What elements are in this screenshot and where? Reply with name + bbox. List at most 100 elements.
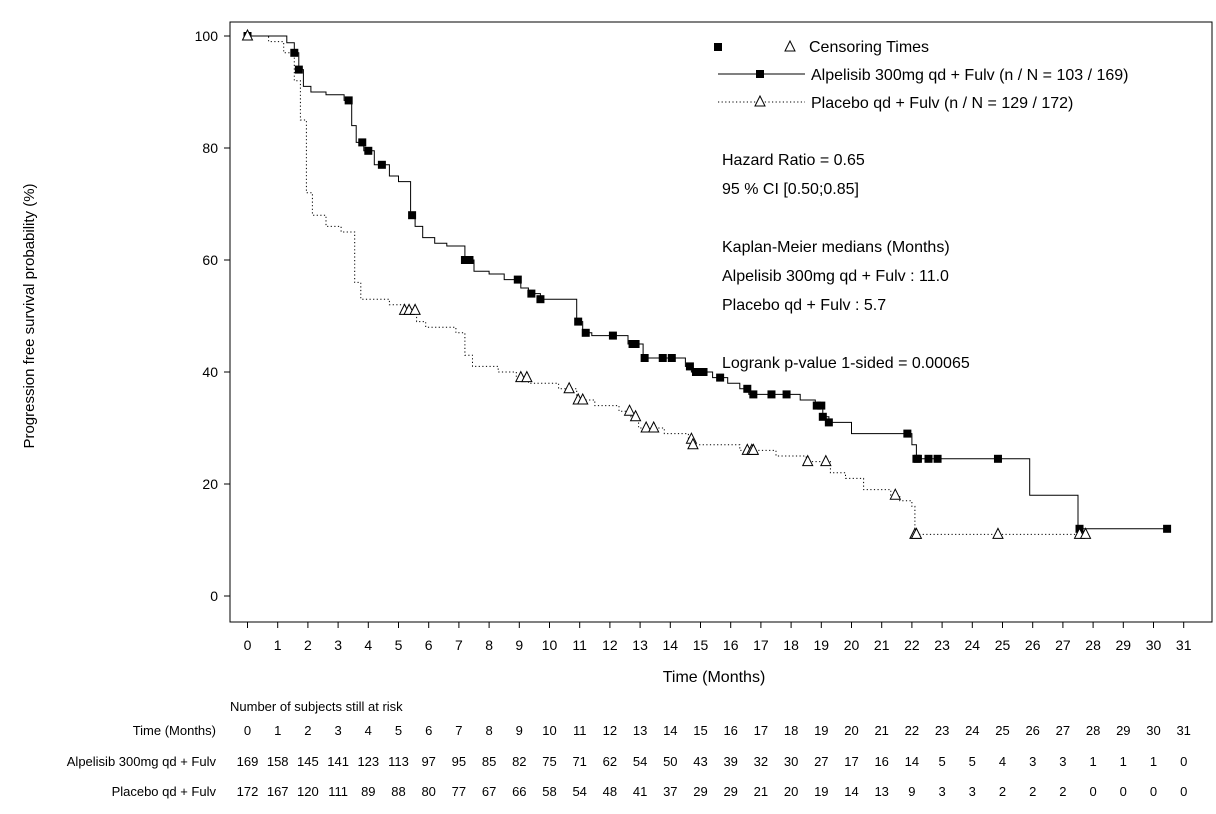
censor-triangle xyxy=(576,392,589,405)
risk-table-cell: 0 xyxy=(1180,754,1187,769)
risk-table-time: 30 xyxy=(1146,723,1160,738)
x-tick-label: 1 xyxy=(274,637,282,653)
risk-table-cell: 3 xyxy=(1029,754,1036,769)
risk-table-cell: 85 xyxy=(482,754,496,769)
risk-table-time: 22 xyxy=(905,723,919,738)
risk-table-cell: 141 xyxy=(327,754,349,769)
risk-table-caption: Number of subjects still at risk xyxy=(230,699,403,714)
risk-table-cell: 158 xyxy=(267,754,289,769)
risk-table-cell: 62 xyxy=(603,754,617,769)
x-tick-label: 10 xyxy=(542,637,558,653)
risk-table-cell: 95 xyxy=(452,754,466,769)
risk-table-cell: 111 xyxy=(328,784,348,799)
stat-annotations: Hazard Ratio = 0.65 95 % CI [0.50;0.85] Ka… xyxy=(722,152,970,372)
risk-table-time: 18 xyxy=(784,723,798,738)
risk-table-cell: 82 xyxy=(512,754,526,769)
risk-table-cell: 145 xyxy=(297,754,319,769)
annotation-text: Kaplan-Meier medians (Months) xyxy=(722,239,950,256)
censor-square xyxy=(767,390,776,399)
x-tick-label: 0 xyxy=(244,637,252,653)
censor-square xyxy=(294,65,303,74)
censor-square xyxy=(344,96,353,105)
risk-table-cell: 172 xyxy=(237,784,259,799)
risk-table-time: 15 xyxy=(693,723,707,738)
series-line-placebo xyxy=(247,35,1084,535)
x-tick-label: 12 xyxy=(602,637,618,653)
risk-table-row-label: Placebo qd + Fulv xyxy=(112,784,217,799)
annotation-text: 95 % CI [0.50;0.85] xyxy=(722,181,859,198)
y-tick-label: 80 xyxy=(202,140,218,156)
y-tick-label: 0 xyxy=(210,588,218,604)
risk-table-cell: 58 xyxy=(542,784,556,799)
risk-table-time: 0 xyxy=(244,723,251,738)
plot-frame xyxy=(229,21,1213,623)
risk-table-time: 27 xyxy=(1056,723,1070,738)
x-tick-label: 15 xyxy=(693,637,709,653)
censor-triangle xyxy=(623,404,636,416)
risk-table-cell: 2 xyxy=(1059,784,1066,799)
risk-table-cell: 89 xyxy=(361,784,375,799)
y-tick-label: 60 xyxy=(202,252,218,268)
risk-table-cell: 14 xyxy=(844,784,858,799)
censor-square xyxy=(812,401,821,410)
risk-table-time: 4 xyxy=(365,723,372,738)
x-tick-label: 7 xyxy=(455,637,463,653)
risk-table-cell: 32 xyxy=(754,754,768,769)
risk-table-cell: 41 xyxy=(633,784,647,799)
risk-table-cell: 2 xyxy=(999,784,1006,799)
y-tick-label: 100 xyxy=(195,28,219,44)
censor-triangle xyxy=(889,488,902,500)
risk-table-cell: 29 xyxy=(723,784,737,799)
risk-table-time: 1 xyxy=(274,723,281,738)
risk-table-time: 11 xyxy=(573,723,587,738)
x-tick-label: 21 xyxy=(874,637,890,653)
risk-table: Time (Months) 0 1 2 3 4 5 6 7 8 9 10 11 12 13 14 15 16 17 1… xyxy=(67,723,1191,799)
risk-table-time: 25 xyxy=(995,723,1009,738)
risk-table-time: 10 xyxy=(542,723,556,738)
censor-square xyxy=(824,418,833,427)
x-tick-label: 17 xyxy=(753,637,769,653)
censor-triangle xyxy=(563,381,575,394)
censor-square xyxy=(408,211,417,220)
risk-table-time: 7 xyxy=(455,723,462,738)
risk-table-cell: 0 xyxy=(1120,784,1127,799)
censor-triangle xyxy=(629,409,642,422)
x-tick-label: 6 xyxy=(425,637,433,653)
y-tick-label: 20 xyxy=(202,476,218,492)
censor-triangle xyxy=(687,437,699,450)
risk-table-cell: 3 xyxy=(1059,754,1066,769)
x-tick-label: 18 xyxy=(783,637,799,653)
risk-table-time: 5 xyxy=(395,723,402,738)
x-tick-label: 8 xyxy=(485,637,493,653)
risk-table-cell: 167 xyxy=(267,784,289,799)
censor-triangle xyxy=(241,28,254,41)
x-tick-label: 20 xyxy=(844,637,860,653)
x-axis: 0 1 2 3 4 5 6 7 8 9 10 11 12 13 14 15 16 17 18 19 20 21 22 23 24… xyxy=(244,622,1192,653)
risk-table-cell: 48 xyxy=(603,784,617,799)
risk-table-cell: 50 xyxy=(663,754,677,769)
censor-square xyxy=(782,390,791,399)
legend-square-icon xyxy=(714,43,722,51)
risk-table-cell: 43 xyxy=(693,754,707,769)
risk-table-time: 28 xyxy=(1086,723,1100,738)
x-tick-label: 23 xyxy=(934,637,950,653)
x-tick-label: 4 xyxy=(364,637,372,653)
risk-table-cell: 9 xyxy=(908,784,915,799)
censor-square xyxy=(513,275,522,284)
risk-table-time: 31 xyxy=(1176,723,1190,738)
risk-table-cell: 97 xyxy=(421,754,435,769)
risk-table-time: 14 xyxy=(663,723,677,738)
censor-square xyxy=(1163,524,1172,533)
risk-table-cell: 1 xyxy=(1150,754,1157,769)
censor-triangle xyxy=(801,454,814,467)
risk-table-cell: 3 xyxy=(969,784,976,799)
x-axis-label: Time (Months) xyxy=(663,669,766,686)
risk-table-cell: 1 xyxy=(1120,754,1127,769)
annotation-text: Alpelisib 300mg qd + Fulv : 11.0 xyxy=(722,268,949,285)
risk-table-time: 9 xyxy=(516,723,523,738)
censor-triangle xyxy=(640,420,652,433)
risk-table-cell: 88 xyxy=(391,784,405,799)
x-tick-label: 28 xyxy=(1085,637,1101,653)
censor-square xyxy=(574,317,583,326)
risk-table-cell: 120 xyxy=(297,784,319,799)
